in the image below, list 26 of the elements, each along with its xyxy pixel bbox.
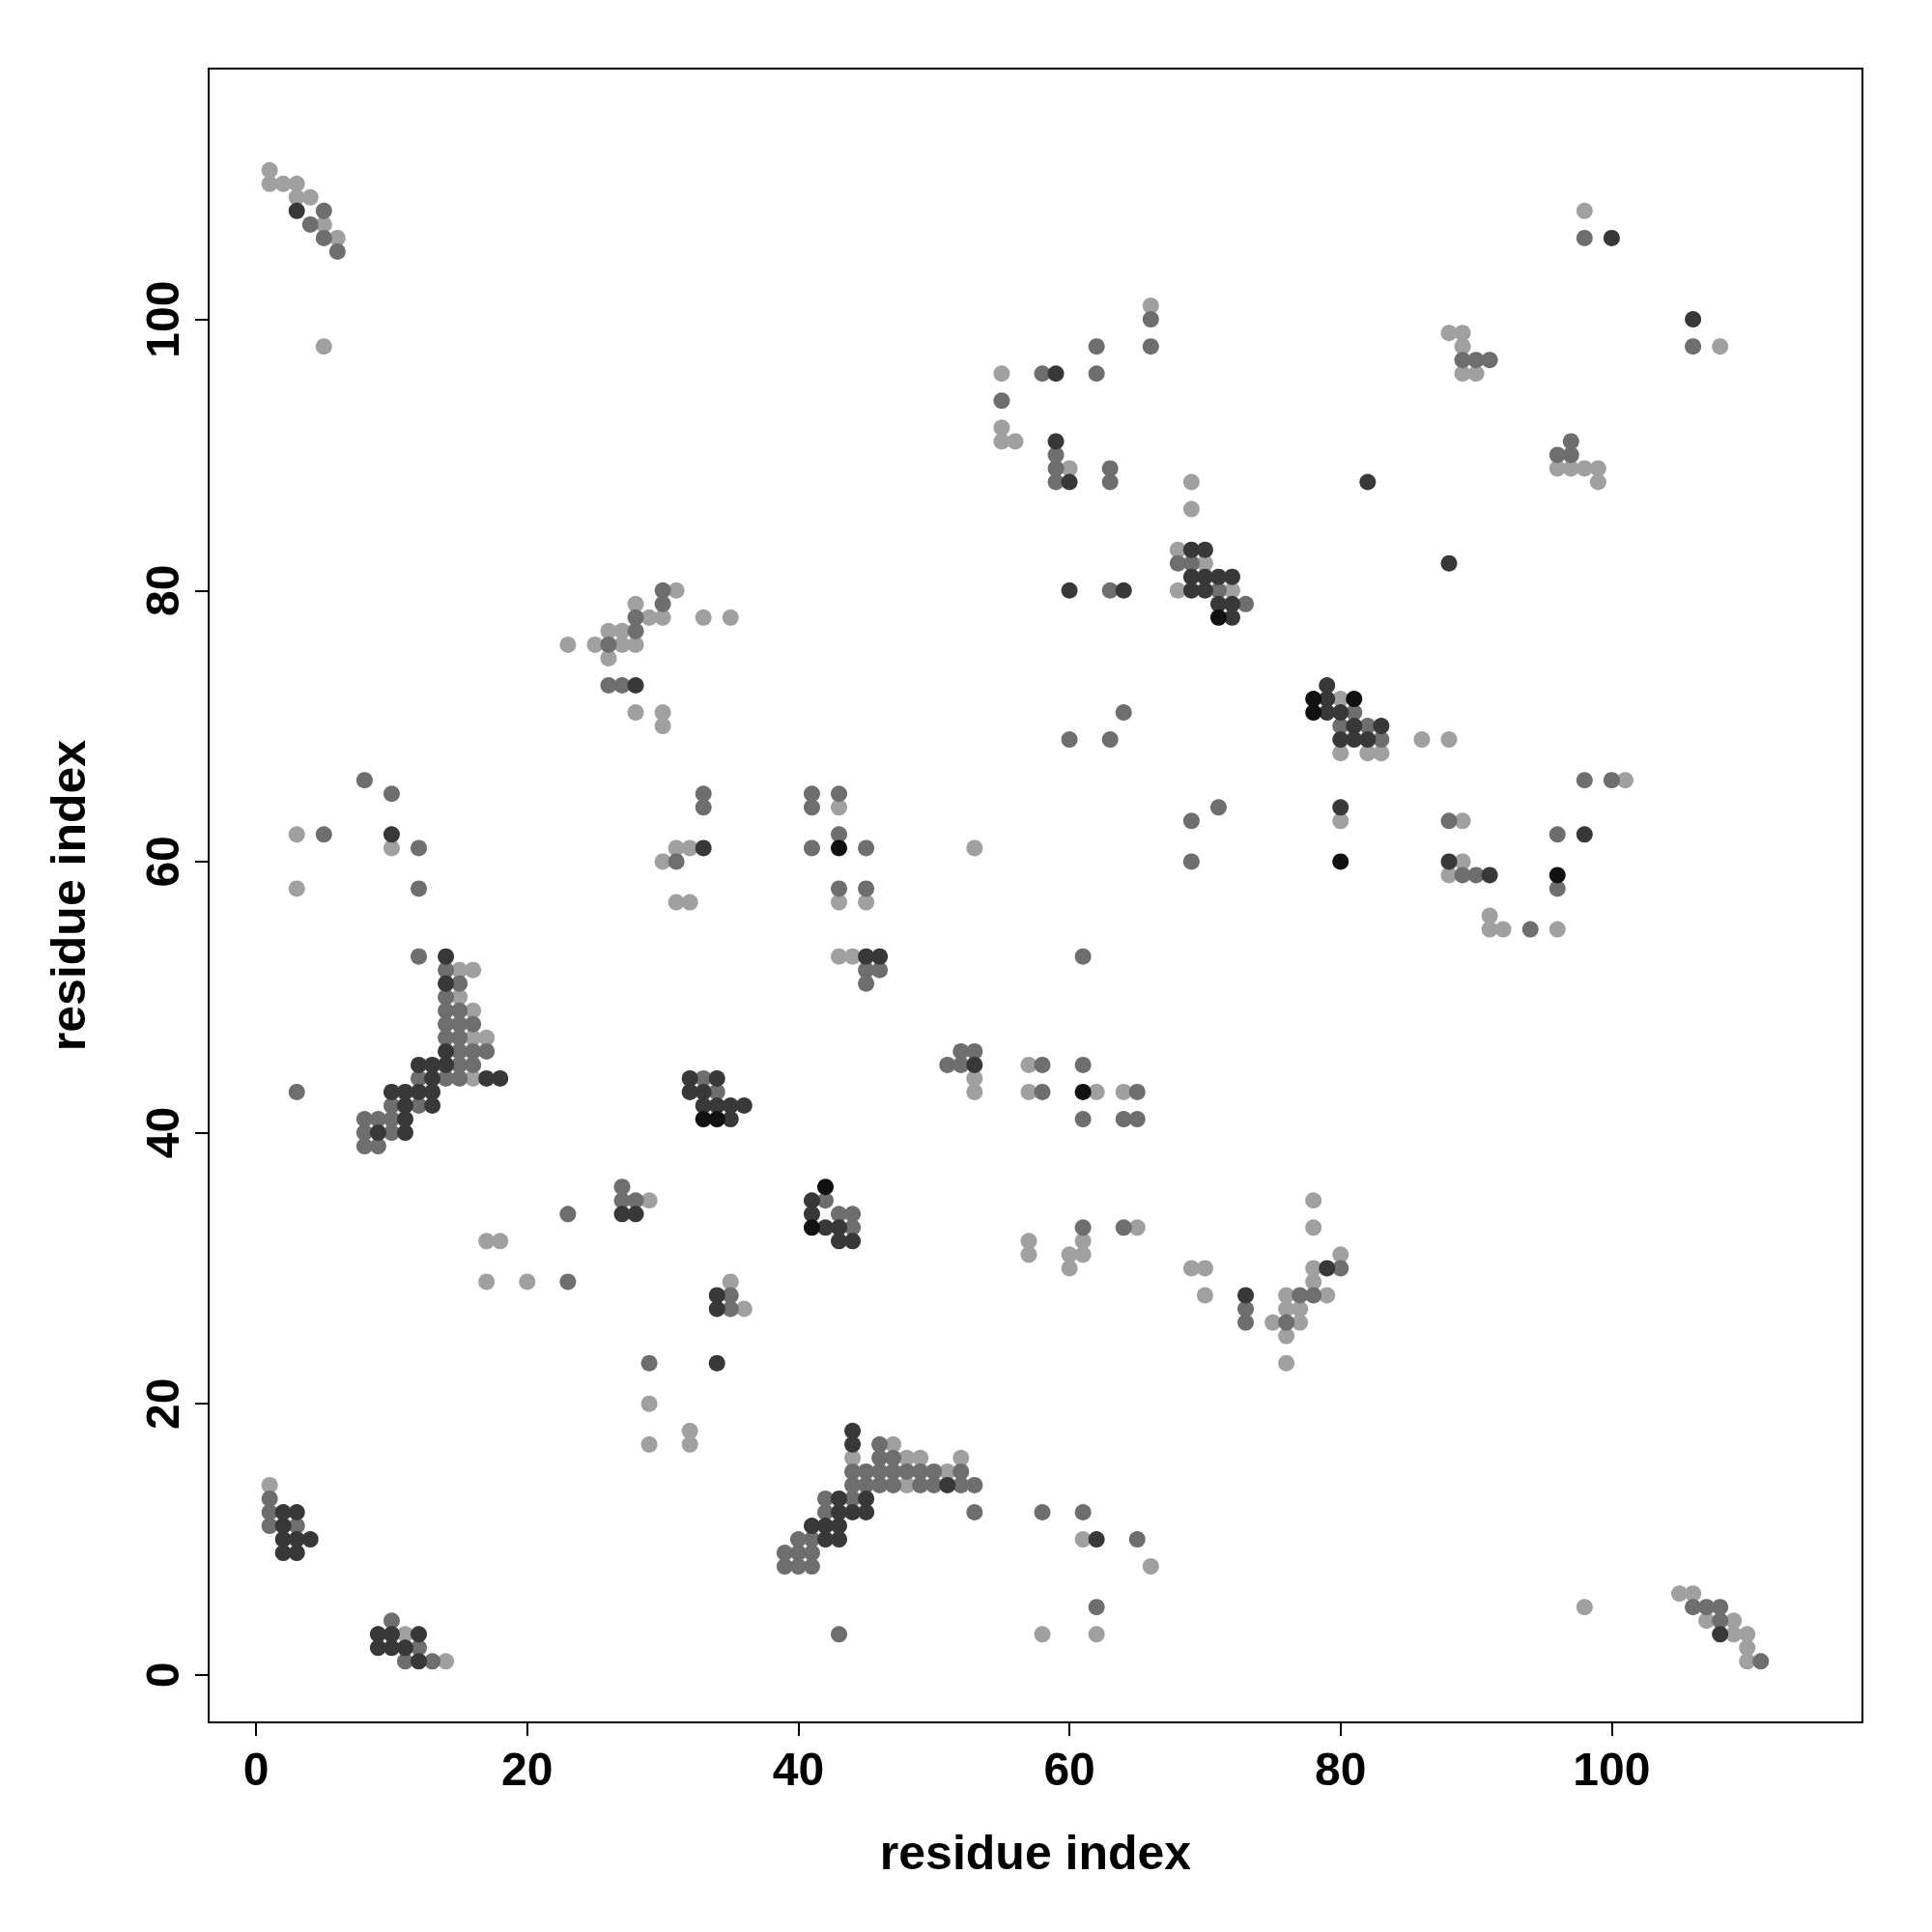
y-tick-label: 100 xyxy=(136,280,188,358)
point xyxy=(1209,609,1227,626)
point xyxy=(1332,853,1350,870)
y-tick-label: 60 xyxy=(136,836,188,888)
x-tick-label: 20 xyxy=(501,1743,554,1795)
point xyxy=(1346,691,1363,708)
point xyxy=(817,1179,834,1196)
point xyxy=(695,1111,712,1128)
point xyxy=(1548,867,1566,884)
x-tick-label: 60 xyxy=(1043,1743,1095,1795)
point xyxy=(1305,691,1322,708)
x-axis-title: residue index xyxy=(879,1826,1192,1880)
y-tick-label: 80 xyxy=(136,564,188,616)
y-tick-label: 40 xyxy=(136,1106,188,1159)
y-axis-title: residue index xyxy=(42,739,96,1052)
point xyxy=(1074,1083,1092,1100)
x-tick-label: 80 xyxy=(1315,1743,1367,1795)
point xyxy=(708,1111,725,1128)
x-tick-label: 0 xyxy=(242,1743,270,1795)
point xyxy=(803,1219,820,1236)
y-tick-label: 20 xyxy=(136,1378,188,1430)
x-tick-label: 100 xyxy=(1573,1743,1651,1795)
point xyxy=(831,839,848,857)
y-tick-label: 0 xyxy=(136,1662,188,1689)
point xyxy=(1305,704,1322,722)
x-tick-label: 40 xyxy=(772,1743,825,1795)
